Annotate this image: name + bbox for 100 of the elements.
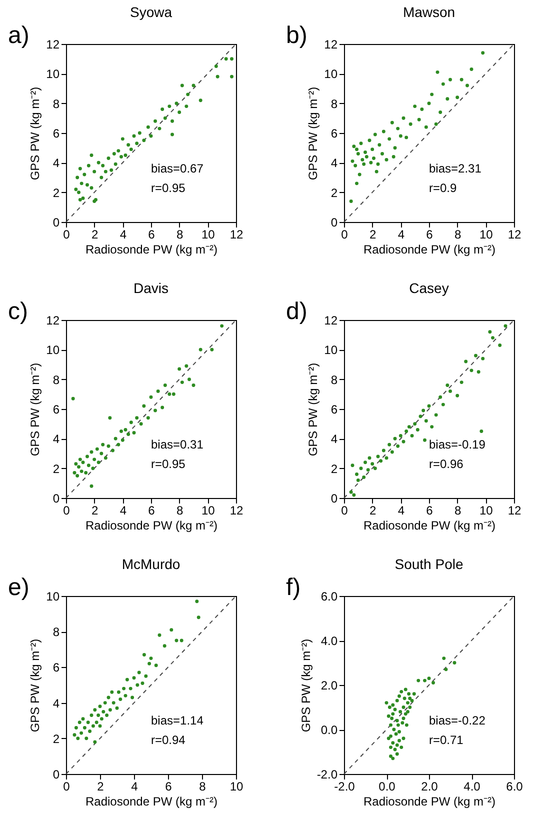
point	[423, 438, 426, 442]
point	[132, 134, 136, 138]
point	[446, 384, 450, 387]
point	[198, 98, 202, 102]
y-axis-title: GPS PW (kg m⁻²)	[298, 638, 313, 732]
point	[391, 756, 395, 760]
point	[430, 425, 434, 429]
point	[102, 710, 106, 714]
point	[132, 676, 136, 680]
y-tick-label: 6	[330, 126, 338, 140]
point	[354, 164, 358, 168]
point	[163, 116, 167, 120]
annotation: bias=0.67	[151, 162, 204, 176]
point	[364, 460, 367, 464]
point	[420, 108, 424, 111]
point	[389, 754, 392, 758]
point	[156, 389, 160, 393]
x-tick-label: 0	[63, 780, 70, 794]
y-tick-label: 10	[46, 590, 60, 604]
text: a)	[8, 22, 30, 49]
point	[154, 119, 157, 123]
point	[441, 402, 445, 406]
point	[76, 176, 80, 180]
annotation: r=0.95	[151, 181, 186, 196]
point	[129, 420, 133, 424]
point	[90, 714, 94, 717]
point	[368, 456, 372, 460]
point	[392, 155, 396, 158]
point	[142, 404, 146, 408]
y-tick-label: 0	[52, 768, 60, 782]
point	[140, 681, 144, 685]
x-axis-title: Radiosonde PW (kg m⁻²)	[363, 794, 496, 808]
point	[198, 348, 202, 352]
point	[408, 122, 412, 126]
point	[370, 462, 374, 466]
point	[404, 136, 408, 140]
point	[180, 84, 184, 88]
point	[444, 668, 448, 672]
point	[135, 416, 139, 420]
y-tick-label: 8	[52, 372, 60, 387]
point	[389, 734, 392, 738]
point	[372, 156, 376, 160]
point	[427, 102, 431, 106]
point	[154, 408, 157, 412]
annotation: bias=0.31	[151, 438, 204, 452]
point	[106, 444, 110, 448]
point	[359, 142, 363, 146]
x-tick-label: 4	[131, 780, 138, 794]
point	[386, 736, 390, 740]
point	[424, 419, 428, 423]
point	[349, 200, 353, 203]
point	[362, 476, 366, 479]
point	[112, 701, 116, 705]
y-tick-label: 4	[330, 156, 338, 170]
point	[105, 714, 109, 717]
point	[81, 196, 85, 200]
point	[124, 154, 128, 157]
x-tick-label: 12	[230, 228, 244, 242]
point	[407, 692, 411, 696]
point	[413, 104, 417, 108]
point	[126, 143, 130, 147]
point	[192, 84, 196, 88]
y-axis-title: GPS PW (kg m⁻²)	[306, 362, 320, 456]
point	[370, 148, 374, 152]
point	[386, 714, 390, 718]
point	[380, 152, 384, 156]
point	[74, 462, 78, 466]
point	[95, 447, 99, 451]
point	[220, 324, 224, 328]
x-axis-title: Radiosonde PW (kg m⁻²)	[85, 242, 218, 256]
point	[77, 465, 80, 469]
y-axis-title: GPS PW (kg m⁻²)	[28, 638, 42, 732]
point	[395, 743, 399, 747]
point	[108, 416, 112, 420]
point	[188, 378, 191, 382]
x-tick-label: 8	[176, 228, 184, 242]
x-tick-label: 2	[369, 228, 376, 242]
point	[398, 738, 401, 742]
point	[412, 692, 416, 696]
point	[116, 149, 120, 153]
point	[78, 198, 82, 202]
y-tick-label: 0	[330, 216, 338, 230]
point	[214, 64, 218, 68]
point	[402, 736, 406, 740]
point	[84, 736, 88, 740]
point	[470, 368, 474, 372]
point	[406, 701, 410, 705]
point	[149, 656, 153, 660]
point	[474, 354, 478, 358]
x-tick-label: 2.0	[421, 780, 438, 794]
point	[186, 92, 190, 96]
point	[394, 732, 398, 736]
point	[111, 448, 114, 452]
point	[93, 740, 97, 744]
y-tick-label: 4	[330, 432, 338, 446]
chart-title: Casey	[409, 280, 449, 296]
point	[395, 718, 399, 722]
point	[438, 110, 442, 114]
point	[422, 408, 426, 412]
point	[391, 741, 395, 745]
